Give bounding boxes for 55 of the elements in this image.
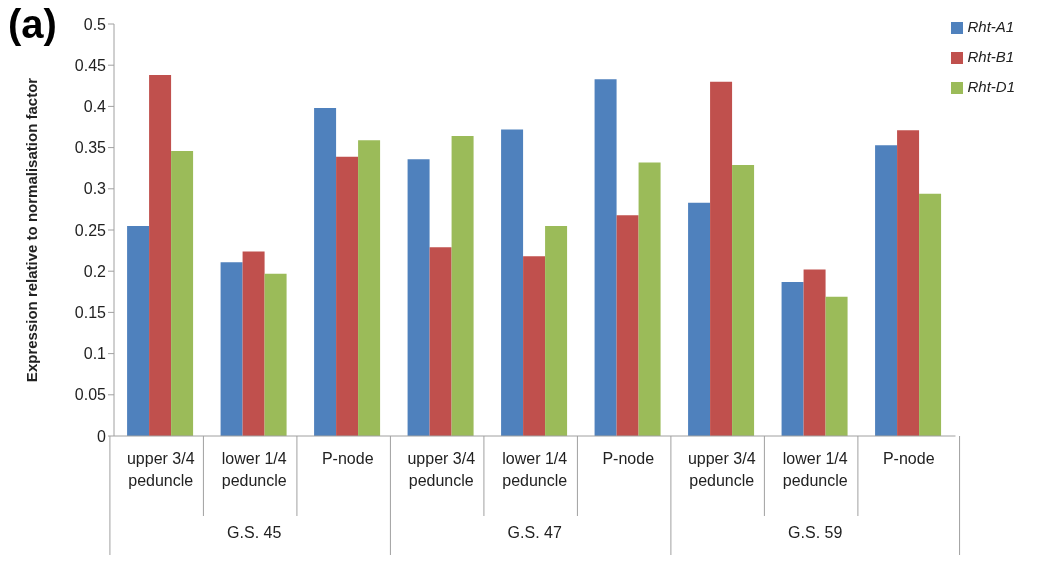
bar bbox=[264, 273, 287, 436]
bar bbox=[897, 130, 920, 436]
x-tick-label: upper 3/4 peduncle bbox=[407, 450, 476, 489]
y-tick-label: 0.1 bbox=[83, 345, 107, 363]
x-tick-label: P-node bbox=[882, 450, 935, 467]
bar bbox=[149, 75, 172, 436]
bar bbox=[594, 79, 617, 436]
y-tick-label: 0.5 bbox=[83, 15, 107, 33]
bar bbox=[919, 193, 942, 436]
bar bbox=[429, 247, 452, 436]
bar bbox=[616, 215, 639, 436]
bar bbox=[803, 269, 826, 436]
y-tick-label: 0.2 bbox=[83, 262, 107, 280]
y-tick-label: 0.45 bbox=[74, 56, 107, 74]
bar bbox=[242, 251, 265, 436]
bar bbox=[523, 256, 546, 436]
x-tick-label: lower 1/4 peduncle bbox=[502, 450, 568, 489]
bar bbox=[825, 296, 848, 436]
y-tick-label: 0.3 bbox=[83, 180, 107, 198]
bar bbox=[358, 140, 381, 436]
bar bbox=[501, 129, 524, 436]
text: G.S. 45 bbox=[227, 524, 282, 541]
bar bbox=[336, 156, 359, 436]
y-tick-label: 0.05 bbox=[74, 386, 107, 404]
x-tick-label: P-node bbox=[602, 450, 655, 467]
bar bbox=[451, 136, 474, 436]
y-tick-label: 0.4 bbox=[83, 98, 107, 116]
x-tick-label: P-node bbox=[321, 450, 374, 467]
bar bbox=[545, 225, 568, 436]
y-tick-label: 0 bbox=[97, 427, 107, 445]
x-tick-label: upper 3/4 peduncle bbox=[687, 450, 756, 489]
y-axis-title: Expression relative to normalisation factor bbox=[23, 77, 41, 383]
bar bbox=[688, 202, 711, 436]
y-tick-label: 0.25 bbox=[74, 221, 107, 239]
bar bbox=[638, 162, 661, 436]
bar bbox=[220, 262, 243, 436]
y-tick-label: 0.15 bbox=[74, 304, 107, 322]
legend-label: Rht-D1 bbox=[967, 78, 1015, 95]
bar bbox=[732, 164, 755, 436]
text: (a) bbox=[8, 2, 57, 47]
x-tick-label: lower 1/4 peduncle bbox=[782, 450, 848, 489]
x-tick-label: lower 1/4 peduncle bbox=[221, 450, 287, 489]
legend-label: Rht-B1 bbox=[967, 48, 1015, 65]
legend-label: Rht-A1 bbox=[967, 18, 1015, 35]
bar bbox=[314, 108, 337, 436]
y-tick-label: 0.35 bbox=[74, 139, 107, 157]
bar bbox=[407, 159, 430, 436]
text: G.S. 59 bbox=[788, 524, 843, 541]
x-tick-label: upper 3/4 peduncle bbox=[126, 450, 195, 489]
bar bbox=[127, 225, 150, 436]
bar bbox=[875, 145, 898, 436]
text: G.S. 47 bbox=[507, 524, 562, 541]
bar bbox=[171, 150, 194, 436]
bar bbox=[710, 81, 733, 436]
bar bbox=[781, 281, 804, 436]
